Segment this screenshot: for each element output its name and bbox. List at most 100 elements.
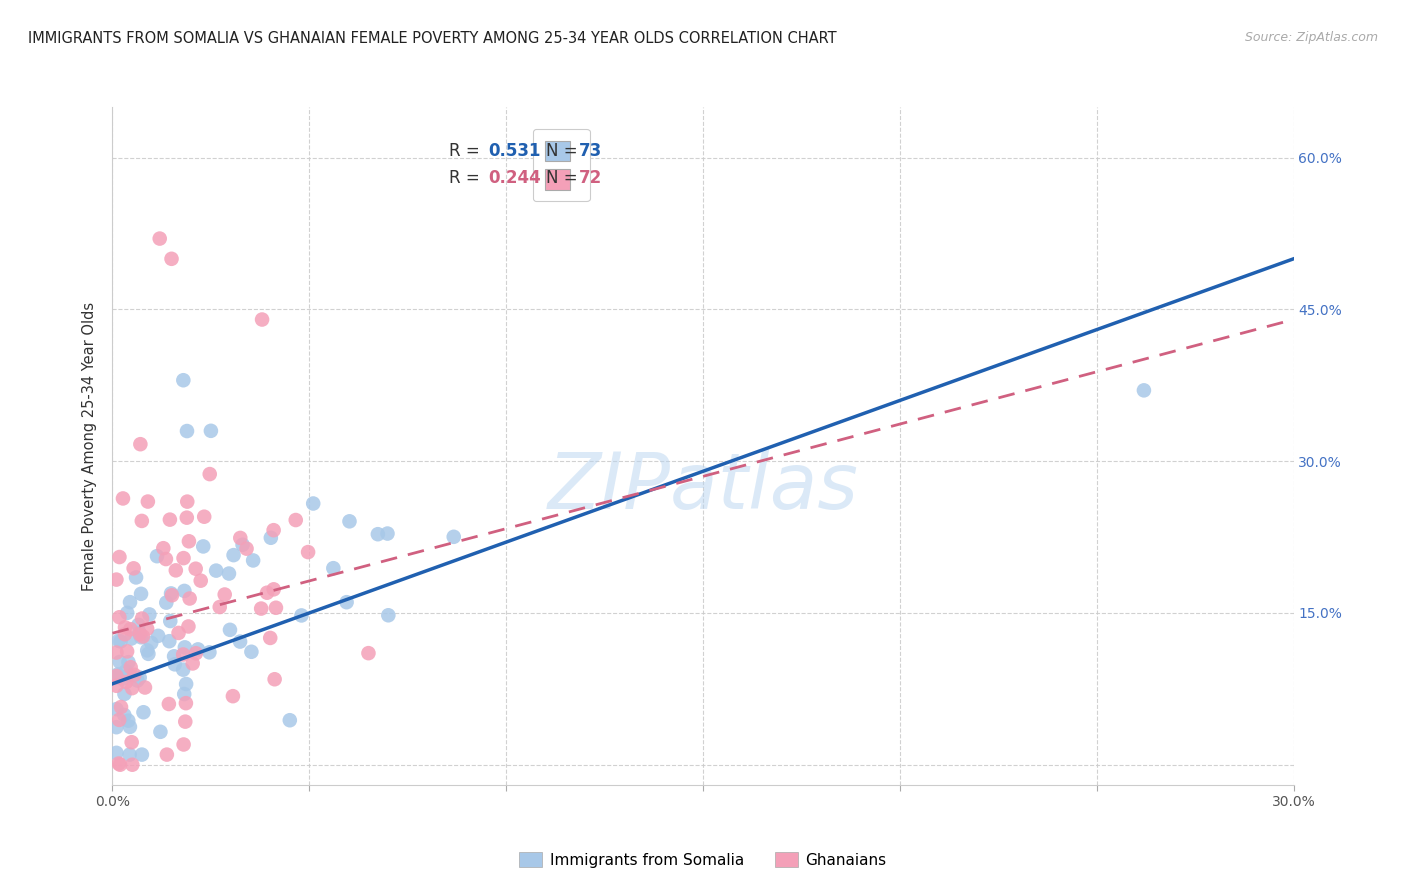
Point: [172, 663, 194, 677]
Point: [177, 534, 200, 549]
Point: [222, 548, 245, 562]
Point: [112, 708, 135, 723]
Point: [259, 631, 281, 645]
Point: [120, 622, 142, 636]
Point: [173, 738, 195, 752]
Point: [118, 720, 141, 734]
Point: [222, 689, 245, 703]
Point: [108, 713, 131, 727]
Point: [284, 513, 307, 527]
Point: [115, 675, 138, 690]
Point: [138, 607, 160, 622]
Point: [155, 552, 177, 566]
Point: [117, 655, 139, 669]
Point: [367, 527, 389, 541]
Point: [357, 646, 380, 660]
Point: [114, 664, 136, 678]
Point: [124, 667, 146, 681]
Point: [157, 634, 180, 648]
Y-axis label: Female Poverty Among 25-34 Year Olds: Female Poverty Among 25-34 Year Olds: [82, 301, 97, 591]
Point: [105, 573, 128, 587]
Point: [263, 523, 285, 537]
Text: Source: ZipAtlas.com: Source: ZipAtlas.com: [1244, 31, 1378, 45]
Point: [110, 634, 132, 648]
Point: [205, 564, 228, 578]
Point: [1133, 384, 1156, 398]
Point: [322, 561, 344, 575]
Point: [155, 596, 177, 610]
Point: [336, 595, 359, 609]
Point: [173, 687, 195, 701]
Point: [117, 714, 139, 728]
Point: [134, 681, 156, 695]
Point: [108, 610, 131, 624]
Point: [120, 632, 142, 646]
Point: [190, 574, 212, 588]
Point: [184, 562, 207, 576]
Point: [184, 646, 207, 660]
Point: [118, 747, 141, 762]
Point: [125, 570, 148, 584]
Point: [105, 679, 128, 693]
Point: [198, 467, 221, 481]
Point: [114, 627, 136, 641]
Text: N =: N =: [546, 169, 583, 187]
Point: [219, 623, 242, 637]
Point: [121, 681, 143, 695]
Point: [117, 668, 139, 682]
Point: [108, 757, 131, 772]
Point: [127, 673, 149, 688]
Point: [129, 437, 152, 451]
Point: [263, 582, 285, 597]
Point: [256, 585, 278, 599]
Point: [181, 657, 204, 671]
Point: [105, 720, 128, 734]
Point: [128, 627, 150, 641]
Point: [240, 645, 263, 659]
Point: [128, 671, 150, 685]
Point: [108, 549, 131, 564]
Point: [187, 642, 209, 657]
Point: [339, 514, 361, 528]
Point: [105, 702, 128, 716]
Point: [111, 491, 134, 506]
Point: [229, 531, 252, 545]
Point: [105, 669, 128, 683]
Point: [218, 566, 240, 581]
Point: [111, 672, 134, 686]
Point: [163, 649, 186, 664]
Point: [160, 252, 183, 266]
Point: [214, 587, 236, 601]
Point: [377, 608, 399, 623]
Point: [250, 601, 273, 615]
Point: [377, 526, 399, 541]
Point: [132, 630, 155, 644]
Point: [105, 671, 128, 685]
Legend: , : ,: [533, 129, 589, 202]
Point: [114, 687, 136, 701]
Point: [290, 608, 312, 623]
Point: [121, 757, 143, 772]
Point: [156, 747, 179, 762]
Point: [176, 510, 198, 524]
Point: [136, 494, 159, 508]
Point: [193, 540, 215, 554]
Point: [118, 595, 141, 609]
Point: [200, 424, 222, 438]
Point: [136, 622, 159, 636]
Point: [174, 696, 197, 710]
Point: [167, 626, 190, 640]
Point: [302, 496, 325, 510]
Point: [176, 494, 198, 508]
Text: N =: N =: [546, 142, 583, 160]
Text: 0.531: 0.531: [488, 142, 540, 160]
Point: [160, 586, 183, 600]
Point: [250, 312, 273, 326]
Point: [173, 640, 195, 655]
Point: [278, 713, 301, 727]
Point: [127, 618, 149, 632]
Point: [159, 614, 181, 628]
Text: R =: R =: [449, 169, 485, 187]
Legend: Immigrants from Somalia, Ghanaians: Immigrants from Somalia, Ghanaians: [512, 844, 894, 875]
Point: [107, 756, 129, 771]
